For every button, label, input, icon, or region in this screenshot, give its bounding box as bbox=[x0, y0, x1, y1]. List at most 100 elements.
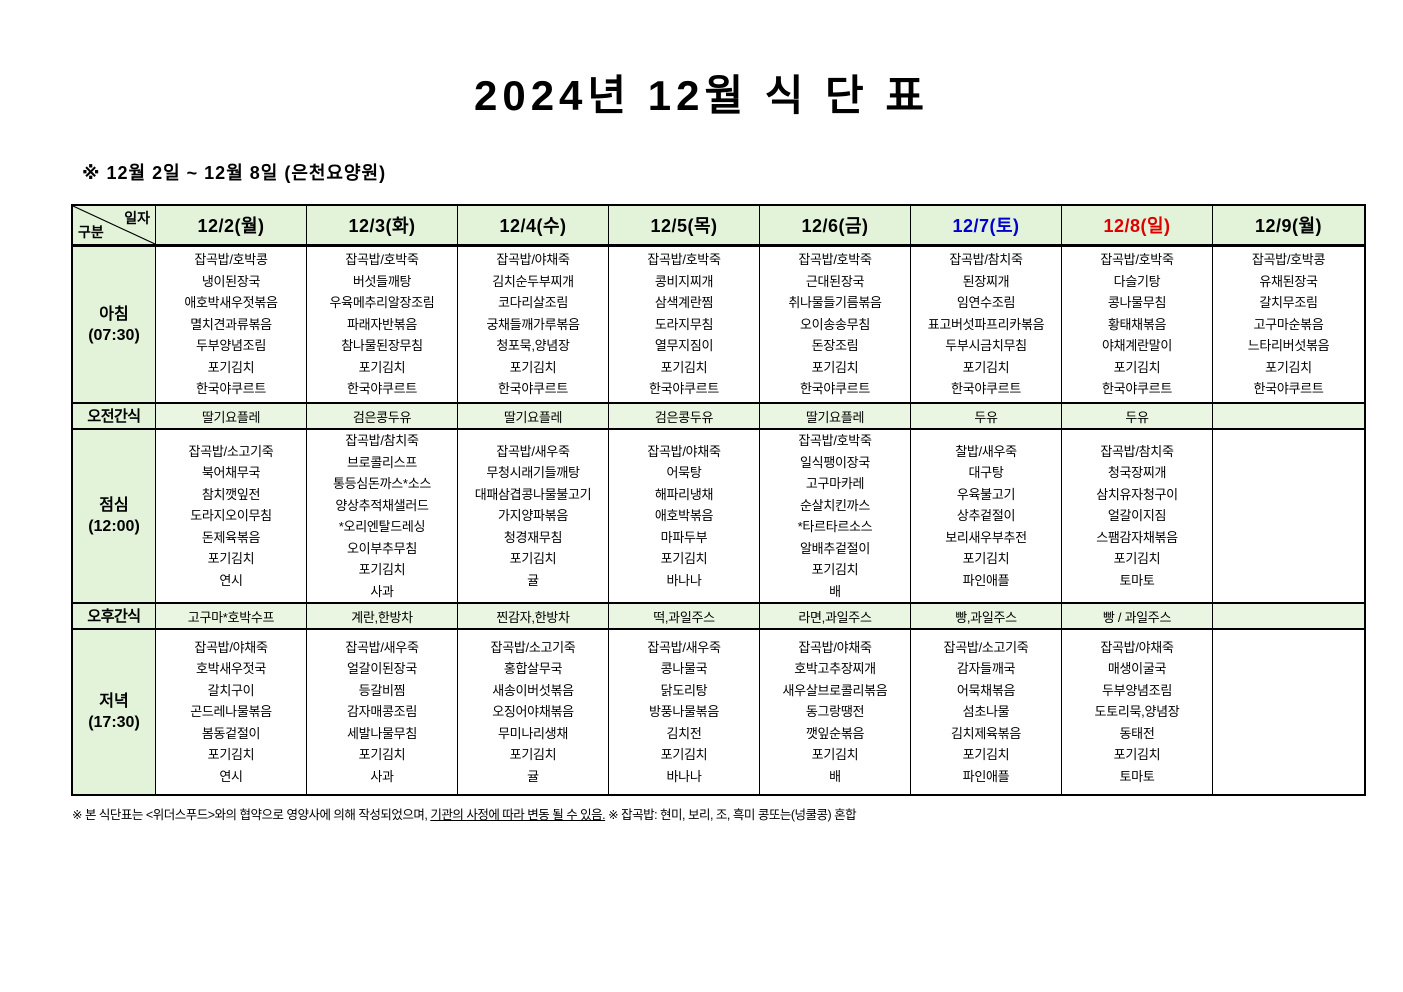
menu-item: 무청시래기들깨탕 bbox=[486, 465, 580, 481]
menu-item: 느타리버섯볶음 bbox=[1247, 338, 1330, 354]
menu-item: 임연수조림 bbox=[956, 295, 1016, 311]
menu-item: 고구마순볶음 bbox=[1253, 316, 1324, 332]
menu-item: 잡곡밥/소고기죽 bbox=[188, 443, 274, 459]
menu-item: 포기김치 bbox=[1113, 359, 1161, 375]
menu-item: 포기김치 bbox=[811, 747, 859, 763]
menu-item: 순살치킨까스 bbox=[800, 497, 870, 513]
menu-item: 봄동겉절이 bbox=[201, 725, 261, 741]
snack-cell: 딸기요플레 bbox=[458, 404, 609, 430]
menu-item: 무미나리생채 bbox=[498, 725, 568, 741]
row-label-time: (12:00) bbox=[88, 518, 140, 535]
menu-item: 한국야쿠르트 bbox=[1253, 381, 1324, 397]
snack-cell bbox=[1213, 604, 1364, 630]
date-header: 12/9(월) bbox=[1213, 206, 1364, 247]
meal-cell: 잡곡밥/새우죽 무청시래기들깨탕 대패삼겹콩나물불고기 가지양파볶음 청경재무침 포기김치… bbox=[458, 430, 609, 604]
menu-item: 호박새우젓국 bbox=[196, 661, 266, 677]
menu-item: 대구탕 bbox=[968, 465, 1004, 481]
menu-item: 북어채무국 bbox=[201, 465, 261, 481]
menu-item: 가지양파볶음 bbox=[498, 508, 568, 524]
menu-item: 고구마카레 bbox=[805, 476, 865, 491]
menu-item: 얼갈이된장국 bbox=[347, 661, 417, 677]
menu-item: 포기김치 bbox=[509, 359, 557, 375]
menu-item: 두부시금치무침 bbox=[945, 338, 1027, 354]
snack-cell: 떡,과일주스 bbox=[609, 604, 760, 630]
date-header: 12/7(토) bbox=[911, 206, 1062, 247]
meal-cell bbox=[1213, 430, 1364, 604]
menu-item: 호박고추장찌개 bbox=[794, 661, 876, 677]
menu-item: 한국야쿠르트 bbox=[1102, 381, 1172, 397]
snack-cell: 라면,과일주스 bbox=[760, 604, 911, 630]
menu-item: 삼치유자청구이 bbox=[1096, 486, 1178, 502]
menu-item: 한국야쿠르트 bbox=[649, 381, 719, 397]
menu-item: 멸치견과류볶음 bbox=[190, 316, 272, 332]
menu-item: 포기김치 bbox=[660, 747, 708, 763]
footer-text-1: ※ 본 식단표는 <위더스푸드>와의 협약으로 영양사에 의해 작성되었으며, bbox=[72, 808, 431, 822]
menu-item: 통등심돈까스*소스 bbox=[332, 476, 432, 491]
corner-label-category: 구분 bbox=[78, 224, 104, 240]
menu-item: 일식팽이장국 bbox=[800, 454, 870, 470]
meal-cell: 잡곡밥/야채죽 김치순두부찌개 코다리살조림 궁채들깨가루볶음 청포묵,양념장 포기김치 한… bbox=[458, 247, 609, 404]
date-header: 12/2(월) bbox=[156, 206, 307, 247]
meal-cell: 잡곡밥/새우죽 얼갈이된장국 등갈비찜 감자매콩조림 세발나물무침 포기김치 사과 bbox=[307, 630, 458, 794]
menu-item: 유채된장국 bbox=[1259, 273, 1318, 289]
menu-item: 스팸감자채볶음 bbox=[1096, 529, 1178, 545]
menu-item: 바나나 bbox=[666, 768, 702, 784]
menu-item: 등갈비찜 bbox=[358, 682, 406, 698]
meal-cell: 잡곡밥/야채죽 호박고추장찌개 새우살브로콜리볶음 동그랑땡전 깻잎순볶음 포기김치 배 bbox=[760, 630, 911, 794]
menu-item: 포기김치 bbox=[1265, 359, 1312, 375]
meal-cell: 잡곡밥/호박죽 근대된장국 취나물들기름볶음 오이송송무침 돈장조림 포기김치 한국야쿠르트 bbox=[760, 247, 911, 404]
menu-item: 잡곡밥/호박죽 bbox=[345, 252, 419, 268]
row-label-time: (07:30) bbox=[88, 326, 140, 344]
menu-item: 잡곡밥/호박콩 bbox=[1251, 252, 1326, 268]
menu-item: 두부양념조림 bbox=[1102, 682, 1172, 698]
menu-item: 새송이버섯볶음 bbox=[492, 682, 574, 698]
meal-cell bbox=[1213, 630, 1364, 794]
menu-item: 한국야쿠르트 bbox=[347, 381, 417, 397]
menu-item: 청국장찌개 bbox=[1107, 465, 1167, 481]
menu-item: 잡곡밥/호박죽 bbox=[798, 433, 872, 448]
menu-item: 오이송송무침 bbox=[800, 316, 870, 332]
date-range-subtitle: ※ 12월 2일 ~ 12월 8일 (은천요양원) bbox=[82, 163, 387, 183]
menu-item: 근대된장국 bbox=[805, 273, 865, 289]
menu-table: 일자 구분 12/2(월) 12/3(화) 12/4(수) 12/5(목) 12/6(금) 1… bbox=[71, 204, 1366, 796]
row-label-text: 오전간식 bbox=[87, 407, 141, 425]
meal-cell: 잡곡밥/참치죽 된장찌개 임연수조림 표고버섯파프리카볶음 두부시금치무침 포기김치 한국야… bbox=[911, 247, 1062, 404]
menu-item: 김치순두부찌개 bbox=[492, 273, 574, 289]
row-label-text: 오후간식 bbox=[87, 607, 141, 625]
row-label: 아침 (07:30) bbox=[73, 247, 156, 404]
meal-cell: 잡곡밥/참치죽 청국장찌개 삼치유자청구이 얼갈이지짐 스팸감자채볶음 포기김치 토마토 bbox=[1062, 430, 1213, 604]
menu-item: 도라지무침 bbox=[654, 316, 714, 332]
snack-cell bbox=[1213, 404, 1364, 430]
menu-item: 갈치구이 bbox=[207, 682, 255, 698]
menu-item: 토마토 bbox=[1119, 768, 1155, 784]
menu-item: 잡곡밥/호박콩 bbox=[194, 252, 268, 268]
menu-item: 상추겉절이 bbox=[956, 508, 1016, 524]
menu-item: 잡곡밥/새우죽 bbox=[345, 639, 419, 655]
menu-item: 동그랑땡전 bbox=[805, 704, 865, 720]
menu-item: 포기김치 bbox=[811, 359, 859, 375]
menu-item: 참나물된장무침 bbox=[341, 338, 423, 354]
menu-item: 토마토 bbox=[1119, 572, 1155, 588]
menu-item: 새우살브로콜리볶음 bbox=[782, 682, 888, 698]
menu-item: 배 bbox=[829, 768, 841, 784]
meal-cell: 잡곡밥/새우죽 콩나물국 닭도리탕 방풍나물볶음 김치전 포기김치 바나나 bbox=[609, 630, 760, 794]
menu-item: 포기김치 bbox=[358, 747, 406, 763]
menu-item: 포기김치 bbox=[207, 551, 255, 567]
menu-item: 김치전 bbox=[666, 725, 702, 741]
menu-item: 두부양념조림 bbox=[196, 338, 266, 354]
menu-item: 한국야쿠르트 bbox=[498, 381, 568, 397]
menu-item: 콩나물국 bbox=[660, 661, 708, 677]
menu-item: 한국야쿠르트 bbox=[196, 381, 266, 397]
menu-item: 세발나물무침 bbox=[347, 725, 417, 741]
meal-cell: 잡곡밥/호박죽 버섯들깨탕 우육메추리알장조림 파래자반볶음 참나물된장무침 포기김치 한국… bbox=[307, 247, 458, 404]
date-header: 12/4(수) bbox=[458, 206, 609, 247]
date-header: 12/3(화) bbox=[307, 206, 458, 247]
row-label: 점심 (12:00) bbox=[73, 430, 156, 604]
row-label-text: 아침 bbox=[99, 305, 129, 323]
menu-item: 연시 bbox=[219, 768, 243, 784]
menu-item: 도라지오이무침 bbox=[190, 508, 272, 524]
menu-item: 포기김치 bbox=[358, 359, 406, 375]
meal-cell: 잡곡밥/야채죽 어묵탕 해파리냉채 애호박볶음 마파두부 포기김치 바나나 bbox=[609, 430, 760, 604]
menu-item: 한국야쿠르트 bbox=[800, 381, 870, 397]
menu-item: 동태전 bbox=[1119, 725, 1155, 741]
